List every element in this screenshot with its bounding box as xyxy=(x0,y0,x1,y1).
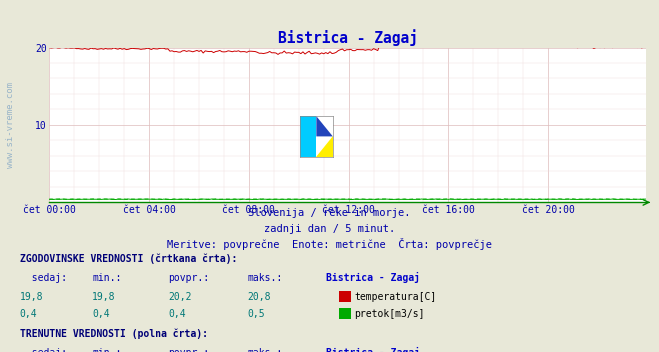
Text: sedaj:: sedaj: xyxy=(20,348,67,352)
Polygon shape xyxy=(316,116,333,136)
Text: min.:: min.: xyxy=(92,348,122,352)
Text: min.:: min.: xyxy=(92,273,122,283)
Text: 19,8: 19,8 xyxy=(20,292,43,302)
Text: 20,8: 20,8 xyxy=(247,292,271,302)
Title: Bistrica - Zagaj: Bistrica - Zagaj xyxy=(277,30,418,46)
Text: Slovenija / reke in morje.: Slovenija / reke in morje. xyxy=(248,208,411,219)
Text: pretok[m3/s]: pretok[m3/s] xyxy=(355,309,425,319)
Text: www.si-vreme.com: www.si-vreme.com xyxy=(6,82,15,168)
Text: 19,8: 19,8 xyxy=(92,292,116,302)
Text: temperatura[C]: temperatura[C] xyxy=(355,292,437,302)
Text: ZGODOVINSKE VREDNOSTI (črtkana črta):: ZGODOVINSKE VREDNOSTI (črtkana črta): xyxy=(20,254,237,264)
Text: povpr.:: povpr.: xyxy=(168,273,209,283)
Text: zadnji dan / 5 minut.: zadnji dan / 5 minut. xyxy=(264,224,395,234)
Text: povpr.:: povpr.: xyxy=(168,348,209,352)
Text: 0,4: 0,4 xyxy=(20,309,38,319)
Text: maks.:: maks.: xyxy=(247,273,282,283)
Text: Bistrica - Zagaj: Bistrica - Zagaj xyxy=(326,347,420,352)
Polygon shape xyxy=(300,116,316,157)
Text: 0,5: 0,5 xyxy=(247,309,265,319)
Text: Bistrica - Zagaj: Bistrica - Zagaj xyxy=(326,272,420,283)
Text: 0,4: 0,4 xyxy=(92,309,110,319)
Text: maks.:: maks.: xyxy=(247,348,282,352)
Text: 0,4: 0,4 xyxy=(168,309,186,319)
Text: sedaj:: sedaj: xyxy=(20,273,67,283)
Polygon shape xyxy=(316,136,333,157)
Text: 20,2: 20,2 xyxy=(168,292,192,302)
Text: Meritve: povprečne  Enote: metrične  Črta: povprečje: Meritve: povprečne Enote: metrične Črta:… xyxy=(167,238,492,250)
Text: TRENUTNE VREDNOSTI (polna črta):: TRENUTNE VREDNOSTI (polna črta): xyxy=(20,329,208,339)
